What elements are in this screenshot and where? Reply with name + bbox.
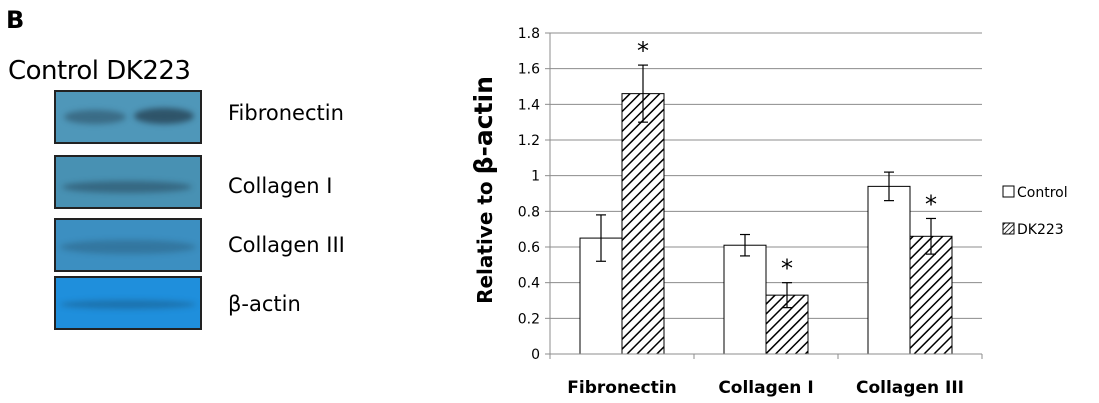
y-tick-labels: 0 0.2 0.4 0.6 0.8 1 1.2 1.4 1.6 1.8 (518, 26, 540, 363)
y-tick-label: 0.6 (518, 240, 540, 256)
blot-label-beta-actin: β-actin (228, 292, 301, 316)
blot-image-fibronectin (54, 90, 202, 144)
y-tick-label: 1.2 (518, 133, 540, 149)
blot-band (60, 300, 196, 309)
y-tick-label: 1.6 (518, 62, 540, 78)
y-tick-label: 0.8 (518, 204, 540, 220)
panel-letter: B (6, 6, 25, 34)
legend-label: DK223 (1017, 222, 1064, 238)
blot-image-collagen-iii (54, 218, 202, 272)
y-tick-label: 0 (531, 347, 540, 363)
blot-band (60, 240, 196, 254)
legend-label: Control (1017, 185, 1068, 201)
bar-control (867, 185, 911, 355)
blot-label-collagen-i: Collagen I (228, 174, 333, 198)
bar-control (723, 244, 767, 355)
legend: Control DK223 (1002, 185, 1068, 238)
legend-swatch (1002, 222, 1015, 235)
significance-marker: * (637, 37, 649, 65)
bar-dk223 (621, 93, 665, 355)
blot-lane-header: Control DK223 (8, 56, 191, 86)
blot-band (134, 108, 194, 124)
significance-marker: * (781, 255, 793, 283)
y-tick-label: 1 (531, 169, 540, 185)
y-axis-label-emph: β-actin (469, 76, 498, 174)
y-tick-label: 1.4 (518, 97, 540, 113)
significance-marker: * (925, 190, 937, 218)
x-tick-label: Collagen I (718, 378, 813, 398)
axes (549, 33, 983, 359)
y-axis-label-prefix: Relative to (473, 174, 497, 304)
y-tick-label: 0.2 (518, 311, 540, 327)
blot-image-beta-actin (54, 276, 202, 330)
x-tick-labels: Fibronectin Collagen I Collagen III (567, 378, 964, 398)
blot-label-collagen-iii: Collagen III (228, 233, 345, 257)
legend-swatch (1002, 185, 1015, 198)
blot-band (62, 181, 192, 193)
y-axis-label: Relative to β-actin (469, 76, 498, 304)
blot-band (64, 110, 126, 124)
blot-image-collagen-i (54, 155, 202, 209)
y-tick-label: 1.8 (518, 26, 540, 42)
y-tick-label: 0.4 (518, 276, 540, 292)
x-tick-label: Collagen III (856, 378, 964, 398)
blot-label-fibronectin: Fibronectin (228, 101, 344, 125)
bars: * * * (579, 37, 953, 355)
x-tick-label: Fibronectin (567, 378, 676, 398)
